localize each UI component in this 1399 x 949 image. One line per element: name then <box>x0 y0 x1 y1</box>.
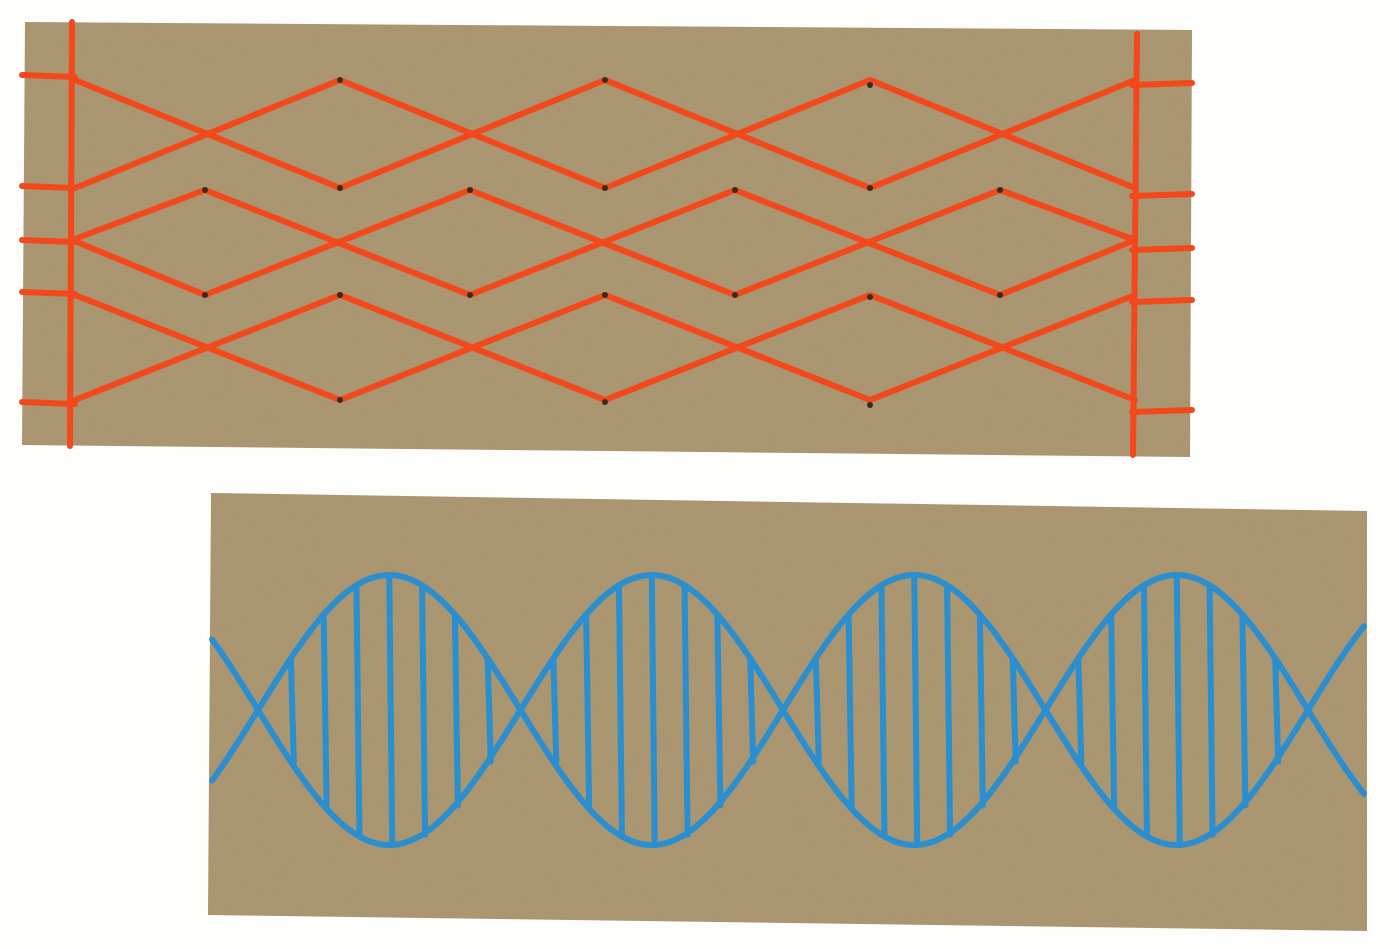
stitch-end <box>19 237 78 245</box>
helix-rung <box>550 655 560 765</box>
helix-rung <box>451 611 461 809</box>
hole <box>867 82 873 88</box>
helix-rung <box>747 655 757 765</box>
helix-rung <box>1239 611 1249 809</box>
helix-rung <box>386 572 396 848</box>
helix-rung <box>1206 582 1216 838</box>
helix-strand <box>209 571 1367 849</box>
hole <box>337 292 343 298</box>
hole <box>467 187 473 193</box>
hole <box>732 292 738 298</box>
hole <box>867 402 873 408</box>
hole <box>602 399 608 405</box>
helix-rung <box>1108 611 1118 809</box>
stitch-end <box>19 399 78 407</box>
stitch-end <box>19 183 78 191</box>
helix-rung <box>911 572 921 848</box>
helix-rung <box>714 611 724 809</box>
hole <box>467 292 473 298</box>
stitch-zigzag <box>69 187 1138 298</box>
helix-rung <box>812 655 822 765</box>
helix-rung <box>1009 655 1019 765</box>
stitch-end <box>1129 407 1195 415</box>
blue-stitching <box>209 571 1367 849</box>
stitch-end <box>1129 191 1195 199</box>
hole <box>337 185 343 191</box>
holes <box>202 77 1003 408</box>
stitch-end <box>1129 297 1195 305</box>
helix-rung <box>484 655 494 765</box>
helix-rung <box>1173 572 1183 848</box>
helix-rung <box>353 582 363 838</box>
helix-rung <box>419 582 429 838</box>
helix-rung <box>320 611 330 809</box>
hole <box>202 292 208 298</box>
hole <box>602 292 608 298</box>
helix-rung <box>648 572 658 848</box>
helix-strand <box>209 571 1367 849</box>
helix-rung <box>845 611 855 809</box>
helix-rung <box>976 611 986 809</box>
stitch-vertical <box>1130 31 1140 458</box>
stitch-end <box>1129 80 1195 88</box>
orange-stitching <box>19 19 1195 458</box>
hole <box>732 187 738 193</box>
stitch-end <box>19 72 78 80</box>
helix-rung <box>1140 582 1150 838</box>
stitch-end <box>1129 245 1195 253</box>
hole <box>602 185 608 191</box>
hole <box>867 185 873 191</box>
hole <box>997 292 1003 298</box>
hole <box>602 77 608 83</box>
helix-rung <box>944 582 954 838</box>
helix-rung <box>1272 655 1282 765</box>
stitch-vertical <box>67 19 75 449</box>
helix-rung <box>681 582 691 838</box>
hole <box>867 294 873 300</box>
helix-rung <box>615 582 625 838</box>
helix-rung <box>878 582 888 838</box>
hole <box>202 187 208 193</box>
helix-rung <box>287 655 297 765</box>
hole <box>337 397 343 403</box>
stitch-end <box>19 289 78 297</box>
helix-rung <box>1075 655 1085 765</box>
hole <box>997 187 1003 193</box>
hole <box>337 77 343 83</box>
helix-rung <box>583 611 593 809</box>
